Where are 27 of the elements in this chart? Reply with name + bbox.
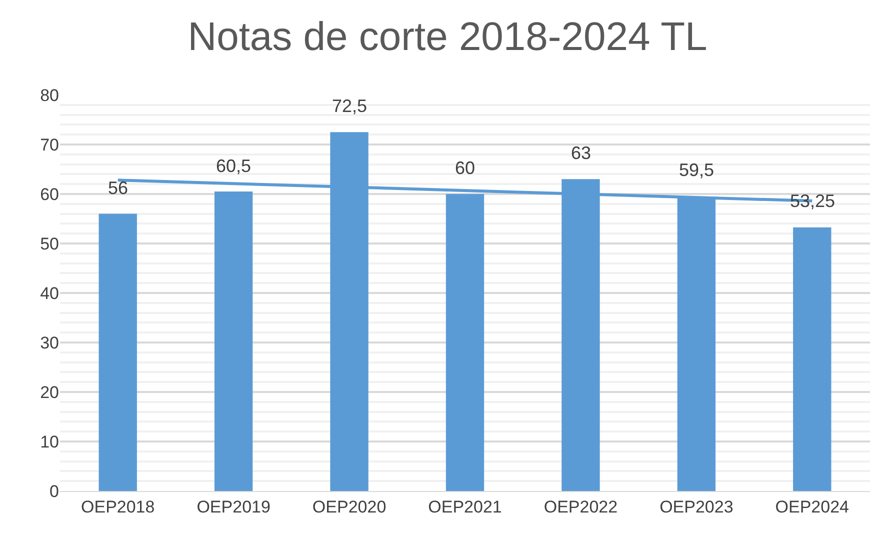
x-tick-label: OEP2018: [80, 497, 155, 516]
data-label: 72,5: [332, 96, 368, 116]
y-tick-label: 0: [50, 482, 59, 501]
y-tick-label: 70: [40, 135, 59, 154]
x-tick-label: OEP2019: [196, 497, 270, 516]
x-tick-label: OEP2023: [660, 497, 734, 516]
x-tick-label: OEP2020: [312, 497, 386, 516]
y-tick-label: 20: [40, 382, 59, 402]
data-label: 56: [108, 178, 128, 198]
data-label: 60,5: [216, 156, 252, 176]
y-tick-label: 50: [40, 234, 59, 254]
y-tick-label: 40: [40, 284, 59, 303]
x-tick-label: OEP2024: [775, 497, 850, 516]
data-label: 60: [455, 158, 476, 178]
y-tick-label: 80: [40, 86, 59, 105]
bar: [214, 192, 253, 491]
data-label: 53,25: [790, 191, 836, 211]
chart-title: Notas de corte 2018-2024 TL: [188, 14, 708, 59]
bar: [98, 214, 137, 491]
y-tick-label: 30: [40, 333, 59, 352]
y-tick-label: 60: [40, 184, 59, 204]
x-tick-label: OEP2021: [428, 497, 502, 516]
data-label: 63: [571, 143, 592, 163]
y-tick-label: 10: [40, 432, 59, 452]
bar: [793, 227, 832, 491]
x-tick-label: OEP2022: [544, 497, 618, 516]
data-label: 59,5: [679, 160, 714, 180]
